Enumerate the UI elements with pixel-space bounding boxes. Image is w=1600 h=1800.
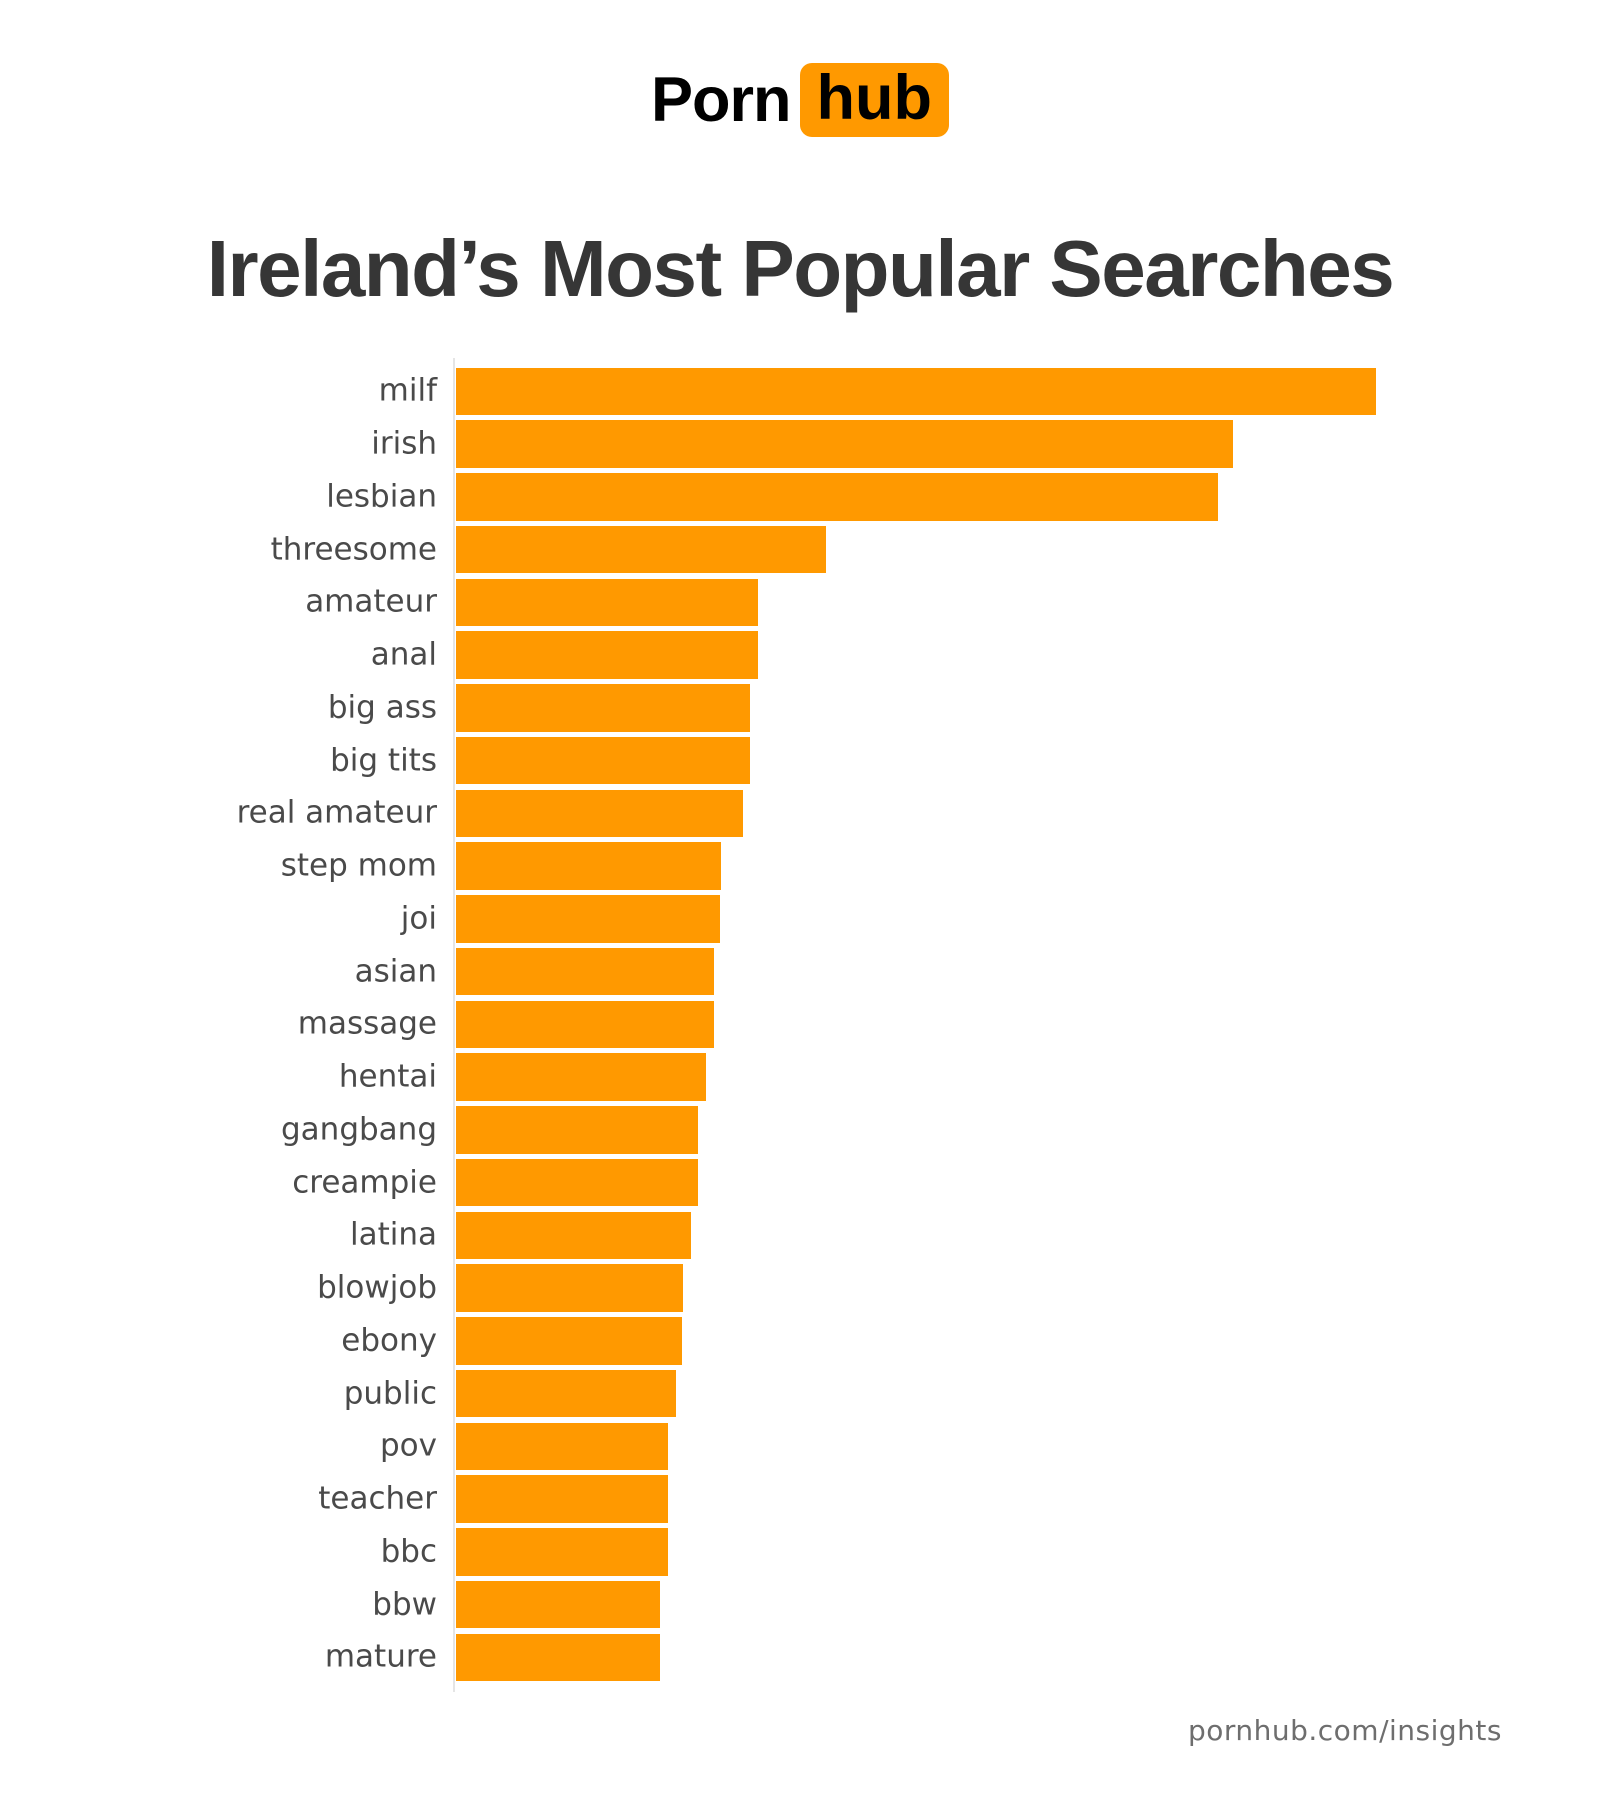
- chart-row: massage: [0, 998, 1600, 1051]
- bar: [456, 1422, 668, 1470]
- chart-row: ebony: [0, 1315, 1600, 1368]
- y-axis-line: [453, 358, 455, 1692]
- logo-hub-badge: hub: [799, 63, 949, 137]
- footer-insights-url: pornhub.com/insights: [1187, 1714, 1502, 1747]
- bar: [456, 420, 1233, 468]
- bar-label: anal: [370, 636, 437, 673]
- bar-label: latina: [349, 1216, 437, 1253]
- bar: [456, 1264, 683, 1312]
- chart-row: creampie: [0, 1156, 1600, 1209]
- bar: [456, 578, 758, 626]
- bar: [456, 631, 758, 679]
- chart-row: lesbian: [0, 471, 1600, 524]
- pornhub-logo: Porn hub: [0, 58, 1600, 142]
- chart-row: blowjob: [0, 1262, 1600, 1315]
- bar: [456, 1211, 691, 1259]
- page-title: Ireland’s Most Popular Searches: [206, 223, 1395, 313]
- chart-row: public: [0, 1367, 1600, 1420]
- bar-label: milf: [378, 372, 437, 409]
- chart-row: real amateur: [0, 787, 1600, 840]
- bar-label: public: [343, 1375, 437, 1412]
- chart-row: hentai: [0, 1051, 1600, 1104]
- bar: [456, 895, 720, 943]
- bar: [456, 684, 750, 732]
- bar-label: hentai: [338, 1058, 437, 1095]
- bar-label: step mom: [280, 847, 437, 884]
- logo-porn-text: Porn: [651, 65, 792, 135]
- bar: [456, 1580, 660, 1629]
- bar-label: big tits: [330, 742, 437, 779]
- bar-label: mature: [324, 1638, 437, 1675]
- chart-row: irish: [0, 418, 1600, 471]
- bar-label: joi: [400, 900, 437, 937]
- bar: [456, 1106, 698, 1154]
- bar: [456, 1633, 660, 1681]
- bar: [456, 1053, 706, 1101]
- chart-row: asian: [0, 945, 1600, 998]
- bar: [456, 1528, 668, 1576]
- bar: [456, 789, 743, 837]
- bar-label: threesome: [270, 531, 437, 568]
- bar: [456, 473, 1218, 521]
- bar-label: bbw: [372, 1586, 437, 1623]
- chart-row: amateur: [0, 576, 1600, 629]
- bar-label: blowjob: [317, 1269, 437, 1306]
- chart-row: big tits: [0, 734, 1600, 787]
- bar: [456, 1158, 698, 1207]
- bar-label: creampie: [292, 1164, 437, 1201]
- chart-row: gangbang: [0, 1104, 1600, 1157]
- bar-label: big ass: [327, 689, 437, 726]
- bar-label: pov: [380, 1427, 437, 1464]
- bar-label: gangbang: [281, 1111, 437, 1148]
- bar-label: ebony: [341, 1322, 437, 1359]
- bar-label: asian: [354, 953, 437, 990]
- chart-row: pov: [0, 1420, 1600, 1473]
- chart-row: milf: [0, 365, 1600, 418]
- bar-label: real amateur: [236, 794, 437, 831]
- bar: [456, 525, 826, 574]
- bar-label: massage: [297, 1005, 437, 1042]
- bar: [456, 1000, 714, 1048]
- bar: [456, 1475, 668, 1523]
- chart-row: latina: [0, 1209, 1600, 1262]
- chart-row: big ass: [0, 682, 1600, 735]
- chart-row: bbc: [0, 1526, 1600, 1579]
- bar-chart: milf irish lesbian threesome amateur ana…: [0, 365, 1600, 1684]
- bar-label: amateur: [305, 583, 437, 620]
- chart-row: step mom: [0, 840, 1600, 893]
- bar: [456, 842, 721, 890]
- bar: [456, 1317, 682, 1365]
- chart-row: bbw: [0, 1578, 1600, 1631]
- chart-row: teacher: [0, 1473, 1600, 1526]
- bar-label: teacher: [318, 1480, 437, 1517]
- bar: [456, 736, 750, 785]
- chart-row: threesome: [0, 523, 1600, 576]
- chart-row: anal: [0, 629, 1600, 682]
- chart-row: mature: [0, 1631, 1600, 1684]
- chart-row: joi: [0, 893, 1600, 946]
- bar: [456, 367, 1376, 415]
- bar: [456, 1369, 676, 1418]
- bar: [456, 947, 714, 996]
- bar-label: irish: [371, 425, 437, 462]
- bar-label: bbc: [380, 1533, 437, 1570]
- bar-label: lesbian: [326, 478, 437, 515]
